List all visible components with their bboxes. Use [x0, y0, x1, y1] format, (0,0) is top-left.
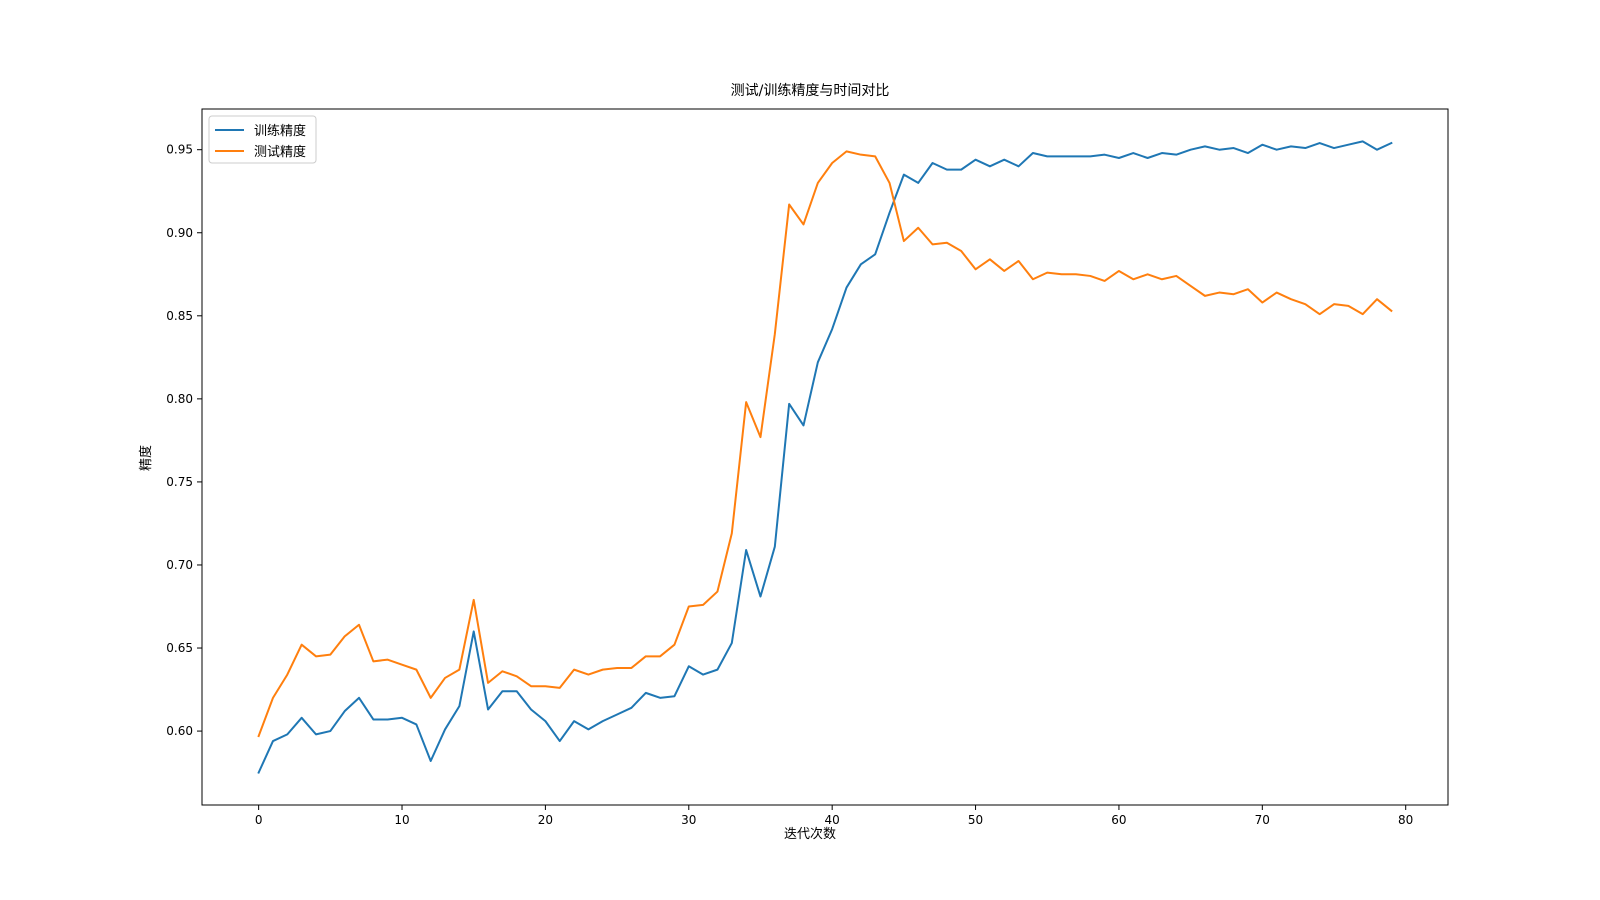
x-axis-label: 迭代次数 — [784, 826, 836, 842]
axes-frame — [201, 108, 1449, 806]
series-line-0 — [257, 140, 1393, 774]
x-tick-label: 80 — [1398, 813, 1413, 827]
x-tick-label: 40 — [825, 813, 840, 827]
chart-title: 测试/训练精度与时间对比 — [731, 83, 890, 99]
y-axis-label: 精度 — [138, 445, 154, 471]
y-tick-label: 0.70 — [166, 558, 193, 572]
x-tick-label: 50 — [968, 813, 983, 827]
y-tick-label: 0.60 — [166, 724, 193, 738]
axes: 0 10 20 30 40 50 60 70 80 0.60 0.65 0.70 0.75 0.80 0.8… — [166, 108, 1449, 827]
series-line-1 — [257, 150, 1393, 738]
y-tick-label: 0.95 — [166, 143, 193, 157]
x-tick-label: 10 — [394, 813, 409, 827]
x-tick-label: 30 — [681, 813, 696, 827]
x-tick-label: 0 — [255, 813, 263, 827]
legend-label-0: 训练精度 — [254, 123, 306, 139]
plot-area — [257, 140, 1393, 774]
y-tick-label: 0.65 — [166, 641, 193, 655]
y-tick-label: 0.90 — [166, 226, 193, 240]
x-tick-label: 60 — [1111, 813, 1126, 827]
legend-label-1: 测试精度 — [254, 144, 306, 160]
x-tick-label: 70 — [1255, 813, 1270, 827]
y-tick-label: 0.80 — [166, 392, 193, 406]
y-tick-label: 0.75 — [166, 475, 193, 489]
x-tick-label: 20 — [538, 813, 553, 827]
y-tick-label: 0.85 — [166, 309, 193, 323]
